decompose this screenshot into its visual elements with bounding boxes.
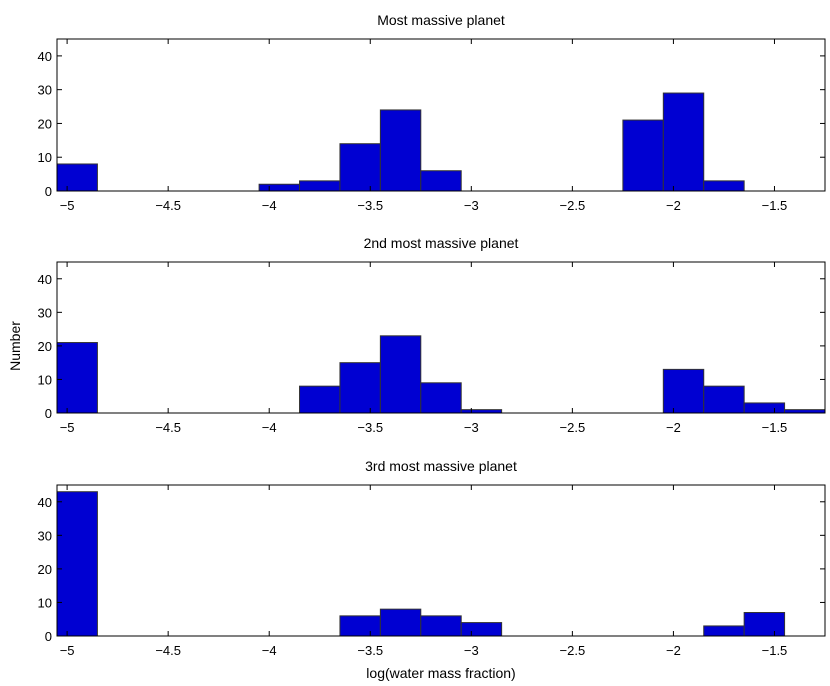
histogram-bar	[379, 608, 422, 637]
histogram-bar	[299, 180, 341, 192]
histogram-bar	[339, 615, 381, 637]
histogram-bar	[339, 362, 381, 414]
y-tick-label: 20	[38, 339, 52, 354]
y-tick-label: 0	[45, 406, 52, 421]
x-tick-label: −3	[464, 643, 479, 658]
y-tick-label: 20	[38, 562, 52, 577]
histogram-bar	[703, 625, 745, 637]
histogram-bar	[258, 183, 301, 192]
x-tick-label: −4	[262, 643, 277, 658]
axes-box	[56, 38, 826, 192]
histogram-bar	[420, 170, 462, 192]
y-tick-label: 30	[38, 305, 52, 320]
x-tick-label: −4	[262, 198, 277, 213]
histogram-bar	[420, 382, 462, 414]
x-tick-label: −2.5	[560, 420, 586, 435]
x-tick-label: −5	[60, 420, 75, 435]
x-tick-label: −4	[262, 420, 277, 435]
y-tick-label: 10	[38, 372, 52, 387]
axes-box	[56, 484, 826, 637]
histogram-bar	[784, 409, 826, 414]
histogram-bar	[703, 180, 745, 192]
x-tick-label: −4.5	[155, 198, 181, 213]
histogram-bar	[379, 335, 422, 414]
y-tick-label: 10	[38, 150, 52, 165]
histogram-bar	[662, 92, 705, 192]
histogram-bar	[420, 615, 462, 637]
histogram-bar	[662, 368, 705, 414]
x-tick-label: −2.5	[560, 643, 586, 658]
histogram-bar	[460, 622, 503, 637]
x-tick-label: −4.5	[155, 643, 181, 658]
histogram-bar	[379, 109, 422, 192]
y-tick-label: 30	[38, 528, 52, 543]
y-tick-label: 20	[38, 116, 52, 131]
x-tick-label: −1.5	[762, 198, 788, 213]
histogram-bar	[339, 143, 381, 192]
histogram-bar	[56, 163, 98, 192]
x-tick-label: −3.5	[357, 198, 383, 213]
histogram-panel-3: 3rd most massive planet −5 −4.5 −4 −3.5 −3 −2.…	[38, 458, 826, 658]
y-tick-label: 40	[38, 272, 52, 287]
x-tick-label: −1.5	[762, 643, 788, 658]
histogram-bar	[703, 385, 745, 414]
x-tick-label: −3.5	[357, 420, 383, 435]
panel-title: Most massive planet	[377, 12, 505, 28]
y-tick-label: 40	[38, 495, 52, 510]
histogram-bar	[56, 342, 98, 414]
histogram-bar	[743, 612, 786, 637]
x-tick-label: −3	[464, 198, 479, 213]
histogram-bar	[622, 119, 664, 192]
y-tick-label: 30	[38, 83, 52, 98]
histogram-bar	[743, 402, 786, 414]
y-tick-label: 40	[38, 49, 52, 64]
x-tick-label: −2	[666, 643, 681, 658]
panel-title: 3rd most massive planet	[365, 458, 517, 474]
histogram-bar	[299, 385, 341, 414]
histogram-bar	[460, 409, 503, 414]
y-tick-label: 0	[45, 184, 52, 199]
x-tick-label: −3	[464, 420, 479, 435]
histogram-panel-2: 2nd most massive planet −5 −4.5 −4 −3.5 −3 −2.…	[38, 235, 826, 435]
x-tick-label: −2	[666, 420, 681, 435]
x-tick-label: −3.5	[357, 643, 383, 658]
y-axis-label: Number	[7, 321, 23, 371]
y-tick-label: 0	[45, 629, 52, 644]
x-tick-label: −2	[666, 198, 681, 213]
y-tick-label: 10	[38, 595, 52, 610]
histogram-panel-1: Most massive planet −5 −4.5 −4 −3.5 −3 −2.5 −2 −…	[38, 12, 826, 213]
x-tick-label: −5	[60, 198, 75, 213]
histogram-bar	[56, 491, 98, 637]
x-axis-label: log(water mass fraction)	[366, 665, 515, 681]
x-tick-label: −1.5	[762, 420, 788, 435]
axes-box	[56, 261, 826, 414]
x-tick-label: −4.5	[155, 420, 181, 435]
x-tick-label: −2.5	[560, 198, 586, 213]
panel-title: 2nd most massive planet	[364, 235, 519, 251]
x-tick-label: −5	[60, 643, 75, 658]
